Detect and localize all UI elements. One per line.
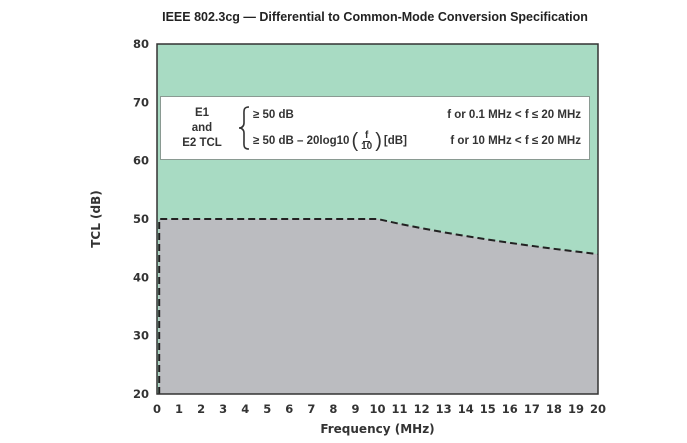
x-tick-label: 12 — [414, 402, 430, 416]
y-tick-label: 70 — [133, 95, 149, 109]
spec-label-line: E1 — [194, 106, 210, 119]
x-tick-label: 6 — [285, 402, 293, 416]
spec-annotation-box: E1 and E2 TCL ≥ 50 dB f or 0.1 MHz < f ≤… — [160, 96, 590, 160]
x-tick-label: 14 — [458, 402, 474, 416]
row2-expr-text: ≥ 50 dB – 20log10 — [253, 135, 350, 147]
plot-frame — [156, 43, 599, 395]
spec-row-1: ≥ 50 dB f or 0.1 MHz < f ≤ 20 MHz — [253, 104, 581, 126]
y-tick-label: 50 — [133, 212, 149, 226]
paren-open: ( — [351, 130, 359, 152]
x-tick-label: 4 — [241, 402, 249, 416]
y-tick-label: 20 — [133, 387, 149, 401]
x-tick-label: 7 — [307, 402, 315, 416]
y-tick-label: 80 — [133, 37, 149, 51]
x-tick-label: 8 — [329, 402, 337, 416]
y-axis-label: TCL (dB) — [89, 190, 103, 248]
x-tick-label: 16 — [502, 402, 518, 416]
x-tick-label: 9 — [351, 402, 359, 416]
row2-unit: [dB] — [383, 135, 407, 147]
x-tick-label: 0 — [153, 402, 161, 416]
x-tick-label: 13 — [436, 402, 452, 416]
brace-icon — [238, 106, 250, 150]
spec-row1-expr: ≥ 50 dB — [253, 109, 294, 121]
limit-line — [158, 218, 599, 394]
x-tick-label: 11 — [392, 402, 408, 416]
spec-label-line: E2 TCL — [182, 136, 222, 149]
x-tick-label: 18 — [546, 402, 562, 416]
paren-close: ) — [375, 130, 382, 152]
spec-label: E1 and E2 TCL — [171, 106, 233, 151]
fraction-numerator: f — [363, 129, 371, 142]
x-tick-label: 15 — [480, 402, 496, 416]
spec-row-2: ≥ 50 dB – 20log10 ( f 10 ) [dB] f or 10 … — [253, 130, 581, 152]
spec-row1-condition: f or 0.1 MHz < f ≤ 20 MHz — [447, 109, 581, 121]
x-tick-label: 20 — [590, 402, 606, 416]
x-tick-label: 5 — [263, 402, 271, 416]
chart-title: IEEE 802.3cg — Differential to Common-Mo… — [162, 10, 588, 24]
x-axis-label: Frequency (MHz) — [320, 422, 434, 436]
x-tick-label: 10 — [369, 402, 385, 416]
x-tick-label: 1 — [175, 402, 183, 416]
spec-label-line: and — [191, 121, 213, 134]
x-tick-label: 19 — [568, 402, 584, 416]
spec-row2-condition: f or 10 MHz < f ≤ 20 MHz — [450, 135, 581, 147]
x-tick-label: 3 — [219, 402, 227, 416]
x-tick-label: 2 — [197, 402, 205, 416]
spec-rows: ≥ 50 dB f or 0.1 MHz < f ≤ 20 MHz ≥ 50 d… — [253, 104, 581, 152]
y-tick-label: 40 — [133, 270, 149, 284]
x-tick-label: 17 — [524, 402, 540, 416]
fraction: f 10 — [361, 129, 373, 152]
fraction-denominator: 10 — [361, 140, 373, 152]
spec-row2-expr: ≥ 50 dB – 20log10 ( f 10 ) [dB] — [253, 129, 407, 152]
fail-region — [159, 219, 598, 394]
y-tick-label: 60 — [133, 154, 149, 168]
y-tick-label: 30 — [133, 329, 149, 343]
